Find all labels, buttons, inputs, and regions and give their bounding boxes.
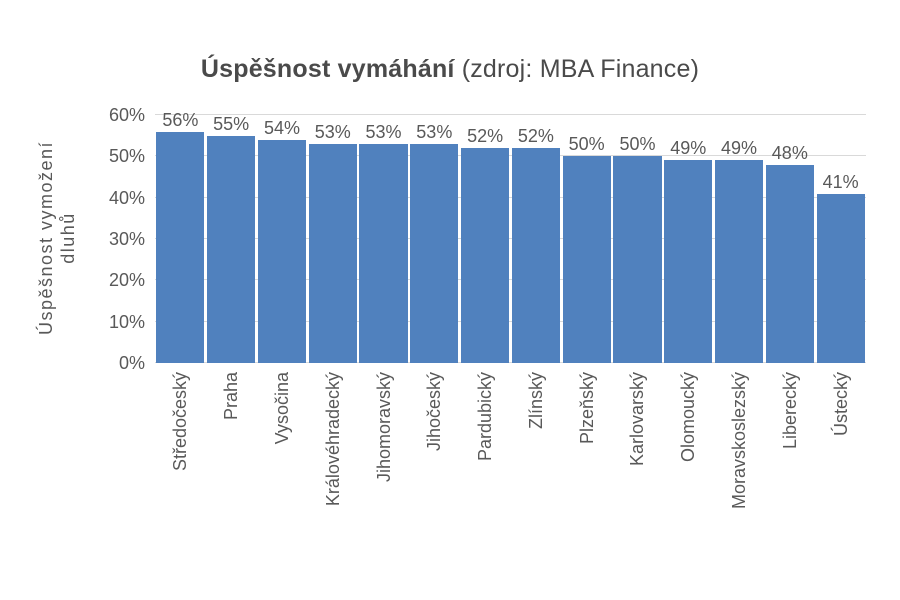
chart-title-bold: Úspěšnost vymáhání <box>200 55 455 83</box>
bar <box>613 156 662 363</box>
x-category-label: Praha <box>221 372 242 421</box>
bar <box>511 148 560 363</box>
bar-value-label: 49% <box>670 138 707 159</box>
y-tick-label: 0% <box>118 353 145 373</box>
bar <box>714 160 764 363</box>
bar-value-label: 41% <box>822 171 859 192</box>
chart-title-source: (zdroj: MBA Finance) <box>454 55 700 83</box>
bar <box>359 143 408 363</box>
gridline <box>155 279 866 281</box>
x-category-label: Moravskoslezský <box>729 372 750 510</box>
gridline <box>155 238 866 239</box>
bar-value-label: 49% <box>721 138 758 159</box>
y-tick-label: 10% <box>108 311 145 332</box>
chart-title: Úspěšnost vymáhání (zdroj: MBA Finance) <box>0 55 900 84</box>
bar <box>765 164 814 363</box>
gridline <box>155 362 866 363</box>
x-category-label: Jihomoravský <box>373 372 394 483</box>
bar-value-label: 54% <box>263 117 300 138</box>
bar-value-label: 53% <box>314 121 351 142</box>
bar-value-label: 52% <box>517 126 554 147</box>
bar <box>257 139 307 363</box>
bar-value-label: 55% <box>213 113 250 134</box>
x-category-label: Jihočeský <box>424 372 445 452</box>
x-category-label: Liberecký <box>779 372 800 450</box>
y-tick-label: 50% <box>108 146 145 167</box>
bar-value-label: 48% <box>771 142 808 163</box>
gridline <box>155 114 866 115</box>
bar-value-label: 52% <box>467 126 504 147</box>
bar <box>207 135 256 363</box>
x-category-label: Ústecký <box>830 372 851 437</box>
x-category-label: Středočeský <box>170 372 191 472</box>
gridline <box>155 155 866 157</box>
bar <box>461 148 510 363</box>
bar <box>664 160 713 363</box>
bar-value-label: 50% <box>568 134 605 155</box>
y-tick-label: 60% <box>108 105 145 125</box>
x-category-label: Olomoucký <box>678 372 699 463</box>
x-category-label: Pardubický <box>475 372 496 462</box>
bar <box>308 143 357 363</box>
bar <box>816 193 865 363</box>
bar <box>156 131 205 363</box>
x-category-label: Plzeňský <box>576 372 597 445</box>
bar-value-label: 53% <box>416 121 453 142</box>
x-category-label: Karlovarský <box>627 372 648 467</box>
bar-value-label: 53% <box>365 121 402 142</box>
bar-value-label: 50% <box>619 134 656 155</box>
gridline <box>155 320 866 322</box>
x-category-label: Vysočina <box>271 372 292 445</box>
bar <box>410 143 459 363</box>
bar <box>562 156 611 363</box>
y-tick-label: 40% <box>108 187 145 208</box>
x-category-label: Královéhradecký <box>322 372 343 507</box>
gridline <box>155 196 866 198</box>
bar-value-label: 56% <box>162 109 199 130</box>
x-category-label: Zlínský <box>525 372 546 430</box>
y-tick-label: 30% <box>108 229 145 249</box>
y-tick-label: 20% <box>108 270 145 291</box>
